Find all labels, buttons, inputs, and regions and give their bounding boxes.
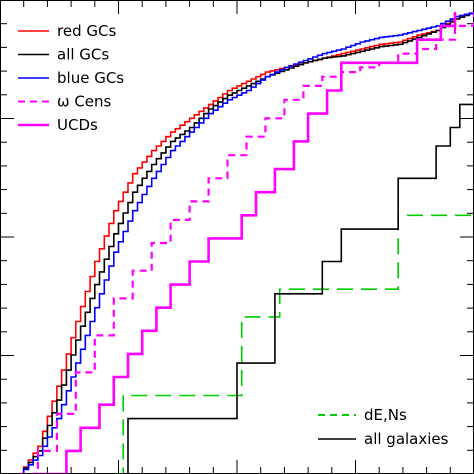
series-all-line [19, 12, 474, 474]
series-blue-line [19, 12, 474, 474]
legend-label: ω Cens [57, 93, 112, 111]
legend-top: red GCs all GCs blue GCs ω Cens UCDs [18, 22, 124, 134]
legend-label: dE,Ns [364, 406, 407, 424]
legend-label: UCDs [57, 116, 98, 134]
series-red-line [19, 12, 474, 474]
legend-label: all galaxies [364, 430, 449, 448]
series-allgal-line [4, 95, 474, 474]
series-lines [4, 12, 474, 474]
series-omega-line [19, 12, 474, 474]
legend-label: red GCs [57, 22, 116, 40]
series-ucd-line [33, 12, 457, 474]
legend-label: all GCs [57, 46, 109, 64]
legend-label: blue GCs [57, 69, 124, 87]
legend-bottom: dE,Ns all galaxies [318, 406, 449, 448]
